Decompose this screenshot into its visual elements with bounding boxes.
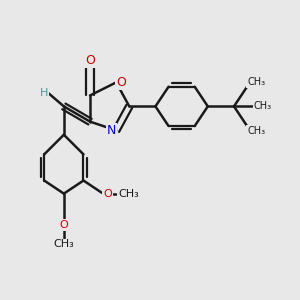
Text: CH₃: CH₃ <box>247 77 265 87</box>
Text: H: H <box>40 88 49 98</box>
Text: O: O <box>85 54 95 67</box>
Text: CH₃: CH₃ <box>118 189 139 199</box>
Text: CH₃: CH₃ <box>247 126 265 136</box>
Text: N: N <box>107 124 116 137</box>
Text: CH₃: CH₃ <box>254 101 272 111</box>
Text: O: O <box>59 220 68 230</box>
Text: CH₃: CH₃ <box>53 239 74 249</box>
Text: O: O <box>116 76 126 89</box>
Text: O: O <box>103 189 112 199</box>
